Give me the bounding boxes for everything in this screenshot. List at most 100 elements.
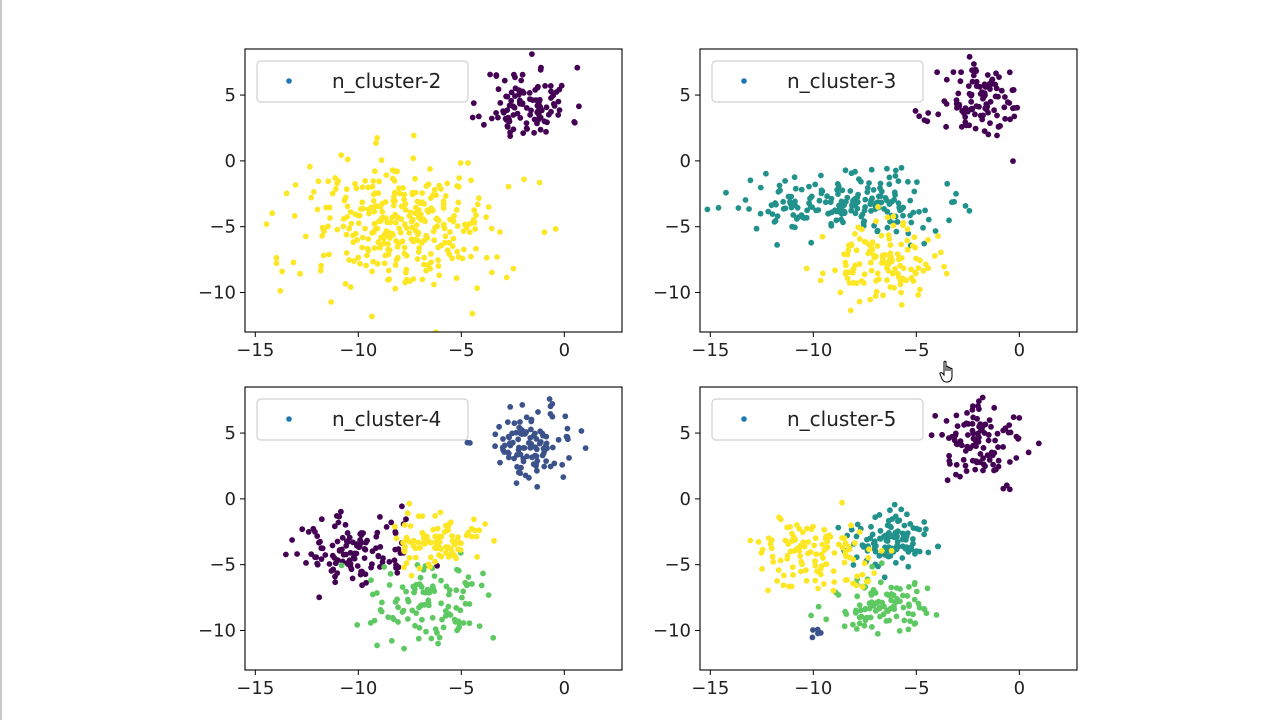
data-point [459, 594, 465, 601]
data-point [805, 539, 812, 545]
data-point [747, 537, 754, 544]
data-point [440, 223, 447, 229]
axes-frame [699, 48, 1078, 333]
data-point [382, 215, 389, 222]
data-point [868, 267, 875, 274]
data-point [376, 218, 382, 225]
data-point [543, 128, 549, 135]
data-point [446, 591, 452, 598]
data-point [549, 444, 556, 451]
data-point [900, 604, 907, 611]
data-point [874, 227, 881, 234]
data-point [995, 457, 1002, 464]
data-point [453, 207, 460, 213]
data-point [972, 111, 978, 118]
data-point [875, 193, 882, 200]
data-point [445, 545, 451, 551]
data-point [883, 197, 890, 204]
data-point [509, 430, 515, 437]
data-point [905, 563, 912, 570]
data-point [444, 180, 451, 187]
data-point [466, 620, 473, 627]
data-point [523, 120, 530, 126]
data-point [890, 592, 897, 599]
data-point [923, 526, 929, 532]
data-point [555, 112, 562, 118]
data-point [460, 588, 467, 595]
data-point [335, 519, 342, 526]
data-point [376, 178, 382, 185]
data-point [528, 416, 535, 423]
data-point [878, 260, 885, 266]
data-point [506, 434, 512, 441]
data-point [328, 299, 334, 305]
data-point [547, 411, 554, 417]
data-point [283, 551, 289, 558]
data-point [931, 253, 938, 259]
data-point [856, 620, 863, 627]
data-point [787, 198, 793, 205]
data-point [874, 243, 881, 249]
data-point [534, 102, 541, 109]
data-point [878, 547, 885, 554]
data-point [537, 439, 544, 445]
data-point [488, 225, 495, 232]
data-point [528, 107, 534, 114]
legend-label: n_cluster-4 [332, 407, 441, 431]
data-point [855, 191, 861, 198]
data-point [512, 93, 518, 99]
data-point [347, 209, 354, 215]
window-left-border [0, 0, 2, 720]
data-point [299, 526, 306, 533]
data-point [500, 109, 507, 116]
data-point [836, 208, 842, 215]
data-point [970, 72, 977, 79]
data-point [889, 270, 896, 277]
data-point [435, 544, 442, 550]
data-point [1013, 455, 1020, 461]
data-point [311, 189, 317, 195]
data-point [998, 87, 1005, 94]
data-point [828, 195, 835, 202]
data-point [793, 216, 800, 222]
data-point [871, 570, 877, 576]
data-point [875, 204, 881, 210]
scatter-points [704, 53, 1021, 314]
data-point [431, 237, 437, 244]
data-point [992, 93, 999, 100]
data-point [403, 276, 410, 283]
data-point [990, 461, 996, 468]
data-point [884, 277, 890, 284]
data-point [907, 521, 914, 527]
data-point [369, 268, 375, 275]
data-point [908, 266, 914, 273]
data-point [346, 225, 353, 232]
data-point [1010, 158, 1016, 165]
data-point [804, 207, 810, 214]
data-point [350, 232, 356, 239]
data-point [495, 86, 502, 93]
data-point [442, 239, 448, 246]
y-tick-label: −5 [209, 217, 236, 238]
data-point [374, 260, 381, 267]
data-point [1015, 435, 1022, 442]
data-point [403, 537, 410, 544]
data-point [953, 471, 959, 478]
data-point [351, 258, 357, 264]
data-point [911, 621, 918, 627]
data-point [911, 581, 918, 588]
data-point [322, 552, 329, 558]
data-point [532, 430, 538, 437]
data-point [435, 244, 441, 251]
data-point [449, 533, 455, 539]
y-tick-label: −5 [209, 555, 236, 576]
data-point [964, 410, 970, 416]
data-point [504, 419, 511, 425]
data-point [576, 103, 582, 110]
data-point [379, 599, 385, 606]
data-point [468, 533, 475, 540]
data-point [973, 83, 980, 89]
data-point [869, 563, 876, 570]
data-point [910, 536, 916, 542]
data-point [364, 252, 370, 259]
